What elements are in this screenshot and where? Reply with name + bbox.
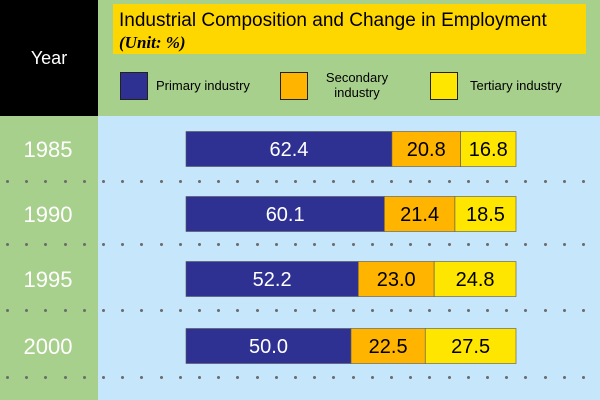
data-label-secondary: 20.8 [407,139,446,161]
year-label: 1990 [24,202,73,227]
row-separator [0,376,600,380]
year-column-header: Year [0,0,98,116]
bar-segment-primary [185,196,385,232]
data-label-secondary: 23.0 [377,269,416,291]
year-label: 1985 [24,137,73,162]
year-band [0,319,98,373]
legend: Primary industry Secondary industry Tert… [98,54,600,116]
row-separator [0,243,600,247]
bar-segment-tertiary [433,261,517,297]
data-label-primary: 60.1 [266,204,305,226]
data-label-tertiary: 24.8 [456,269,495,291]
bar-segment-primary [185,328,352,364]
bar-segment-secondary [384,196,456,232]
year-band [0,122,98,176]
title-box: Industrial Composition and Change in Emp… [113,4,586,54]
data-label-tertiary: 16.8 [469,139,508,161]
row-separator [0,309,600,313]
chart-unit: (Unit: %) [119,33,186,52]
legend-swatch-primary [120,72,148,100]
legend-label-tertiary: Tertiary industry [470,78,562,93]
data-label-tertiary: 27.5 [451,336,490,358]
bar-segment-tertiary [460,131,517,167]
bar-segment-secondary [391,131,461,167]
year-label: 2000 [24,334,73,359]
data-label-tertiary: 18.5 [466,204,505,226]
year-label: 1995 [24,267,73,292]
data-label-secondary: 21.4 [400,204,439,226]
legend-swatch-tertiary [430,72,458,100]
data-label-primary: 50.0 [249,336,288,358]
year-band [0,187,98,241]
bar-segment-primary [185,261,359,297]
data-label-secondary: 22.5 [369,336,408,358]
chart-title: Industrial Composition and Change in Emp… [119,10,547,31]
legend-label-secondary: Secondary industry [325,70,389,100]
year-band [0,252,98,306]
row-separator [0,180,600,184]
legend-label-primary: Primary industry [156,78,250,93]
legend-swatch-secondary [280,72,308,100]
bar-segment-primary [185,131,393,167]
data-label-primary: 62.4 [269,139,308,161]
data-label-primary: 52.2 [253,269,292,291]
bar-segment-tertiary [424,328,517,364]
bar-segment-tertiary [454,196,517,232]
bar-segment-secondary [357,261,435,297]
